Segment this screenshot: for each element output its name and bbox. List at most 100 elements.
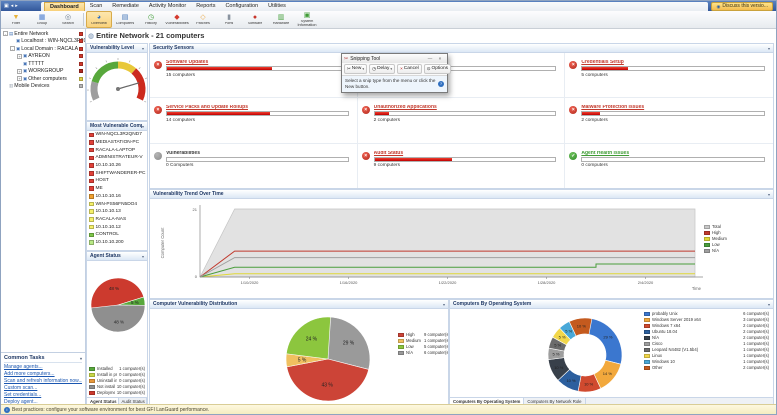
most-vulnerable-item[interactable]: MEDIASTATION-PC — [87, 139, 147, 147]
tree-item-local-domain-racala[interactable]: - ▣ Local Domain : RACALA — [1, 45, 85, 53]
options-button[interactable]: ⊙ Options — [423, 64, 452, 74]
help-icon[interactable]: ? — [438, 81, 444, 87]
sensor-software-updates[interactable]: × Software Updates 15 computers — [150, 53, 358, 99]
discuss-version-badge[interactable]: ◉ Discuss this versio... — [711, 1, 773, 11]
sensor-malware-protection-issues[interactable]: × Malware Protection Issues 2 computers — [565, 98, 773, 144]
toolbar-button-filter[interactable]: ▼ Filter — [3, 11, 29, 28]
forward-icon[interactable]: ▸ — [15, 3, 18, 9]
sensor-count: 15 computers — [166, 72, 196, 78]
most-vulnerable-item[interactable]: 10.10.10.200 — [87, 239, 147, 247]
legend-swatch — [704, 231, 710, 235]
toolbar-button-ports[interactable]: ▮ Ports — [216, 11, 242, 28]
most-vulnerable-item[interactable]: SHIFTWANDERER-PC — [87, 169, 147, 177]
close-button[interactable]: × — [438, 56, 442, 61]
sensor-vulnerabilities[interactable]: Vulnerabilities 0 Computers — [150, 143, 358, 188]
collapse-icon[interactable]: ▾ — [141, 123, 144, 129]
most-vulnerable-item[interactable]: ADMINISTRATEUR-V — [87, 154, 147, 162]
common-task-link-add-more-computers[interactable]: Add more computers... — [4, 371, 55, 377]
toolbar-button-overview[interactable]: ◕ Overview — [86, 11, 112, 28]
collapse-icon[interactable]: ▾ — [141, 45, 144, 51]
tree-item-ttttt[interactable]: ▣ TTTTT — [1, 60, 85, 68]
menu-tab-scan[interactable]: Scan — [89, 3, 103, 9]
delay-button[interactable]: ◷ Delay ▾ — [369, 64, 396, 74]
most-vulnerable-item[interactable]: RACALA-NAS — [87, 216, 147, 224]
legend-count: 1 computer(s) — [743, 359, 769, 364]
most-vulnerable-item[interactable]: 10.10.10.16 — [87, 193, 147, 201]
menu-tab-utilities[interactable]: Utilities — [268, 3, 286, 9]
tab-audit-status[interactable]: Audit Status — [119, 398, 147, 404]
menu-tab-configuration[interactable]: Configuration — [225, 3, 259, 9]
tree-item-workgroup[interactable]: + ▣ WORKGROUP — [1, 68, 85, 76]
tree-expander-icon[interactable]: + — [17, 76, 22, 82]
toolbar-button-vulnerabilities[interactable]: ◆ Vulnerabilities — [164, 11, 190, 28]
toolbar-button-hardware[interactable]: ▥ Hardware — [268, 11, 294, 28]
toolbar-button-group[interactable]: ▦ Group — [29, 11, 55, 28]
legend-item: Medium 1 computer(s) — [396, 338, 448, 344]
most-vulnerable-item[interactable]: CONTROL — [87, 231, 147, 239]
collapse-icon[interactable]: ▾ — [767, 45, 770, 51]
cancel-button[interactable]: × Cancel — [397, 64, 422, 74]
collapse-icon[interactable]: ▾ — [141, 253, 144, 259]
tab-agent-status[interactable]: Agent Status — [87, 398, 119, 404]
new-snip-button[interactable]: ✂ New ▾ — [344, 64, 368, 74]
toolbar-button-history[interactable]: ◷ History — [138, 11, 164, 28]
most-vulnerable-item[interactable]: 10.10.10.12 — [87, 223, 147, 231]
collapse-icon[interactable]: ▾ — [442, 301, 445, 307]
sensor-status-icon: × — [569, 106, 578, 115]
sensor-agent-health-issues[interactable]: ✓ Agent Health Issues 0 computers — [565, 144, 773, 188]
tab-computers-by-network-role[interactable]: Computers By Network Role — [524, 398, 586, 404]
tab-computers-by-operating-system[interactable]: Computers By Operating System — [450, 398, 525, 404]
sensor-service-packs-and-update-rollups[interactable]: × Service Packs and Update Rollups 14 comp… — [150, 98, 358, 144]
menu-tab-dashboard[interactable]: Dashboard — [44, 2, 85, 11]
common-task-link-scan-and-refresh-information-now[interactable]: Scan and refresh information now... — [4, 378, 82, 384]
tree-expander-icon[interactable]: - — [3, 31, 8, 37]
collapse-icon[interactable]: ▾ — [767, 301, 770, 307]
legend-count: 6 computer(s) — [743, 311, 769, 316]
most-vulnerable-item[interactable]: 10.10.10.26 — [87, 162, 147, 170]
most-vulnerable-item[interactable]: 10.10.10.13 — [87, 208, 147, 216]
most-vulnerable-item[interactable]: ME — [87, 185, 147, 193]
toolbar-button-patches[interactable]: ◇ Patches — [190, 11, 216, 28]
snipping-tool-titlebar[interactable]: ✂ Snipping Tool — × — [342, 54, 447, 63]
minimize-button[interactable]: — — [427, 56, 433, 61]
common-task-link-set-credentials[interactable]: Set credentials... — [4, 392, 42, 398]
menu-tab-remediate[interactable]: Remediate — [112, 3, 139, 9]
most-vulnerable-item[interactable]: WIN-PS56FN5DO4 — [87, 200, 147, 208]
collapse-icon[interactable]: ▾ — [79, 355, 82, 361]
trend-line-chart: 1/10/2020 1/16/2020 1/22/2020 1/28/2020 2/4/… — [160, 205, 703, 291]
most-vulnerable-item[interactable]: RACALA-LAPTOP — [87, 146, 147, 154]
sensor-status-icon: × — [361, 106, 370, 115]
collapse-icon[interactable]: ▾ — [767, 191, 770, 197]
dropdown-icon: ▾ — [362, 67, 365, 71]
toolbar-button-system-information[interactable]: ▣ System Information — [294, 11, 320, 28]
severity-square — [89, 155, 94, 161]
common-task-link-deploy-agent[interactable]: Deploy agent... — [4, 399, 38, 404]
toolbar-button-computers[interactable]: ▤ Computers — [112, 11, 138, 28]
tree-item-localhost-win-nqcl3r2qnd7[interactable]: ▣Localhost : WIN-NQCL3R2QND7 — [1, 38, 85, 46]
common-task-link-custom-scan[interactable]: Custom scan... — [4, 385, 38, 391]
back-icon[interactable]: ◂ — [10, 3, 14, 9]
ports-icon: ▮ — [227, 13, 231, 21]
menu-tab-activity-monitor[interactable]: Activity Monitor — [148, 3, 187, 9]
common-task-link-manage-agents[interactable]: Manage agents... — [4, 364, 43, 370]
most-vulnerable-item[interactable]: HOST — [87, 177, 147, 185]
severity-square — [89, 132, 94, 138]
tree-item-entire-network[interactable]: - ▤ Entire Network — [1, 30, 85, 38]
tree-item-ayreon[interactable]: + ▣ AYREON — [1, 53, 85, 61]
tree-item-other-computers[interactable]: + ▣ Other computers — [1, 75, 85, 83]
menu-tab-reports[interactable]: Reports — [196, 3, 216, 9]
most-vulnerable-item[interactable]: WIN-NQCL3R2QND7 — [87, 131, 147, 139]
sensor-status-icon: ✓ — [569, 151, 578, 160]
tree-item-mobile-devices[interactable]: ▥ Mobile Devices — [1, 83, 85, 91]
sensor-audit-status[interactable]: × Audit Status 9 computers — [358, 143, 566, 188]
legend-item: Medium — [702, 236, 772, 242]
toolbar-button-search[interactable]: ◎ Search — [55, 11, 81, 28]
sensor-unauthorized-applications[interactable]: × Unauthorized Applications 2 computers — [357, 98, 566, 144]
toolbar-button-software[interactable]: ● Software — [242, 11, 268, 28]
tree-expander-icon[interactable]: + — [17, 68, 22, 74]
snipping-tool-window[interactable]: ✂ Snipping Tool — × ✂ New ▾ ◷ Delay ▾ × … — [341, 53, 452, 93]
tree-item-label: Local Domain : RACALA — [21, 45, 79, 52]
tree-expander-icon[interactable]: - — [10, 46, 15, 52]
sensor-credentials-setup[interactable]: × Credentials Setup 5 computers — [565, 53, 773, 99]
tree-expander-icon[interactable]: + — [17, 53, 22, 59]
